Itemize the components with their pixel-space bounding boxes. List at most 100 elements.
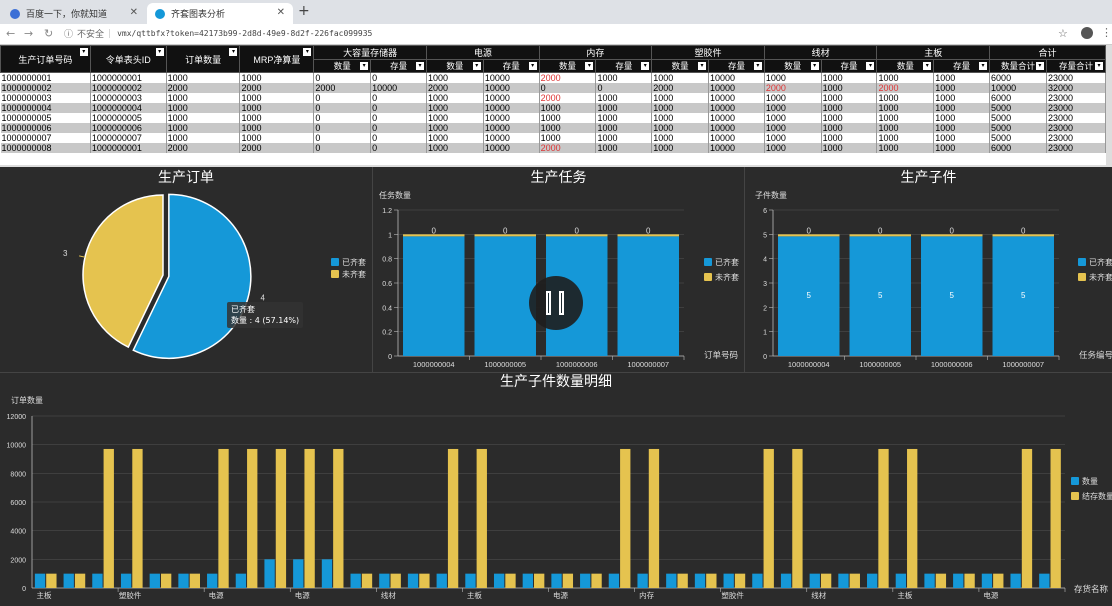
table-cell[interactable]: 1000: [764, 103, 822, 113]
table-row[interactable]: 1000000001 1000000001 1000 1000 0 0 1000 10000 2…: [0, 72, 1106, 83]
table-cell[interactable]: 2000: [313, 83, 372, 93]
table-cell[interactable]: 1000: [651, 93, 710, 103]
filter-dropdown-icon[interactable]: ▾: [698, 62, 707, 70]
table-cell[interactable]: 32000: [1046, 83, 1106, 93]
table-cell[interactable]: 1000000003: [90, 93, 167, 103]
table-cell[interactable]: 1000: [876, 103, 935, 113]
table-cell[interactable]: 1000000006: [0, 123, 91, 133]
forward-icon[interactable]: →: [24, 27, 34, 40]
account-icon[interactable]: [1081, 27, 1093, 39]
table-cell[interactable]: 10000: [708, 93, 765, 103]
table-cell[interactable]: 1000: [595, 113, 653, 123]
table-cell[interactable]: 1000: [821, 93, 878, 103]
table-cell[interactable]: 1000000002: [90, 83, 167, 93]
table-cell[interactable]: 0: [313, 113, 372, 123]
col-header-order-no[interactable]: 生产订单号码 ▾: [0, 45, 91, 73]
table-cell[interactable]: 1000: [239, 93, 315, 103]
table-cell[interactable]: 0: [313, 143, 372, 153]
table-cell[interactable]: 1000: [166, 72, 241, 83]
table-cell[interactable]: 1000: [239, 123, 315, 133]
table-cell[interactable]: 1000000006: [90, 123, 167, 133]
table-cell[interactable]: 5000: [989, 113, 1047, 123]
table-cell[interactable]: 1000: [764, 93, 822, 103]
table-cell[interactable]: 10000: [370, 83, 428, 93]
table-cell[interactable]: 1000: [595, 143, 653, 153]
table-cell[interactable]: 1000: [651, 123, 710, 133]
table-cell[interactable]: 10000: [483, 123, 540, 133]
table-cell[interactable]: 0: [313, 93, 372, 103]
sub-col-header[interactable]: 存量 ▾: [708, 59, 765, 73]
filter-dropdown-icon[interactable]: ▾: [923, 62, 932, 70]
table-cell[interactable]: 1000: [426, 72, 484, 83]
sub-col-header[interactable]: 存量 ▾: [370, 59, 428, 73]
table-cell[interactable]: 2000: [166, 143, 241, 153]
table-cell[interactable]: 2000: [239, 83, 315, 93]
menu-dots-icon[interactable]: ⋮: [1101, 26, 1112, 39]
table-cell[interactable]: 10000: [708, 113, 765, 123]
sub-col-header[interactable]: 数量 ▾: [763, 59, 822, 73]
table-cell[interactable]: 1000: [595, 93, 653, 103]
table-cell[interactable]: 1000: [426, 113, 484, 123]
table-cell[interactable]: 0: [370, 133, 428, 143]
table-row[interactable]: 1000000007 1000000007 1000 1000 0 0 1000 10000 1…: [0, 133, 1106, 143]
sub-col-header[interactable]: 存量 ▾: [933, 59, 991, 73]
table-cell[interactable]: 10000: [708, 133, 765, 143]
table-row[interactable]: 1000000004 1000000004 1000 1000 0 0 1000 10000 1…: [0, 103, 1106, 113]
table-cell[interactable]: 1000000004: [0, 103, 91, 113]
table-cell[interactable]: 1000: [239, 113, 315, 123]
table-cell[interactable]: 1000: [539, 113, 597, 123]
table-cell[interactable]: 10000: [708, 123, 765, 133]
table-cell[interactable]: 1000: [166, 103, 241, 113]
table-cell[interactable]: 1000000001: [90, 72, 167, 83]
sub-col-header[interactable]: 存量 ▾: [820, 59, 878, 73]
table-cell[interactable]: 1000: [651, 103, 710, 113]
table-cell[interactable]: 0: [370, 103, 428, 113]
table-cell[interactable]: 0: [313, 133, 372, 143]
table-cell[interactable]: 1000: [651, 143, 710, 153]
close-icon[interactable]: ✕: [276, 7, 285, 18]
sub-col-header[interactable]: 存量 ▾: [595, 59, 653, 73]
table-cell[interactable]: 1000: [764, 72, 822, 83]
table-cell[interactable]: 1000: [933, 143, 991, 153]
table-cell[interactable]: 1000: [239, 133, 315, 143]
table-cell[interactable]: 1000: [595, 123, 653, 133]
table-row[interactable]: 1000000003 1000000003 1000 1000 0 0 1000 10000 2…: [0, 93, 1106, 103]
table-cell[interactable]: 1000: [876, 72, 935, 83]
table-cell[interactable]: 0: [313, 103, 372, 113]
filter-dropdown-icon[interactable]: ▾: [979, 62, 988, 70]
table-cell[interactable]: 10000: [483, 133, 540, 143]
table-cell[interactable]: 1000: [821, 113, 878, 123]
filter-dropdown-icon[interactable]: ▾: [641, 62, 650, 70]
filter-dropdown-icon[interactable]: ▾: [229, 48, 238, 56]
table-cell[interactable]: 1000: [764, 113, 822, 123]
table-cell[interactable]: 1000: [651, 133, 710, 143]
table-cell[interactable]: 1000: [426, 143, 484, 153]
table-cell[interactable]: 1000: [166, 133, 241, 143]
back-icon[interactable]: ←: [6, 27, 16, 40]
table-cell[interactable]: 1000000007: [0, 133, 91, 143]
table-cell[interactable]: 1000: [821, 123, 878, 133]
table-cell[interactable]: 2000: [539, 72, 597, 83]
col-header-mrp[interactable]: MRP净算量 ▾: [239, 45, 315, 73]
table-cell[interactable]: 10000: [483, 72, 540, 83]
table-cell[interactable]: 1000: [426, 103, 484, 113]
filter-dropdown-icon[interactable]: ▾: [810, 62, 819, 70]
table-cell[interactable]: 1000: [539, 123, 597, 133]
table-cell[interactable]: 1000: [933, 83, 991, 93]
table-cell[interactable]: 1000: [595, 103, 653, 113]
table-cell[interactable]: 1000: [764, 133, 822, 143]
table-cell[interactable]: 1000: [239, 72, 315, 83]
table-cell[interactable]: 10000: [708, 72, 765, 83]
table-cell[interactable]: 0: [370, 123, 428, 133]
table-cell[interactable]: 1000: [933, 72, 991, 83]
filter-dropdown-icon[interactable]: ▾: [155, 48, 164, 56]
table-cell[interactable]: 23000: [1046, 72, 1106, 83]
table-cell[interactable]: 0: [313, 72, 372, 83]
table-cell[interactable]: 5000: [989, 123, 1047, 133]
reload-icon[interactable]: ↻: [44, 27, 54, 40]
table-cell[interactable]: 23000: [1046, 143, 1106, 153]
table-cell[interactable]: 6000: [989, 143, 1047, 153]
table-cell[interactable]: 2000: [539, 93, 597, 103]
table-cell[interactable]: 1000: [933, 93, 991, 103]
table-cell[interactable]: 1000: [821, 133, 878, 143]
